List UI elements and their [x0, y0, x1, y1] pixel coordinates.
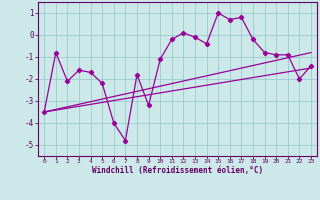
- X-axis label: Windchill (Refroidissement éolien,°C): Windchill (Refroidissement éolien,°C): [92, 166, 263, 175]
